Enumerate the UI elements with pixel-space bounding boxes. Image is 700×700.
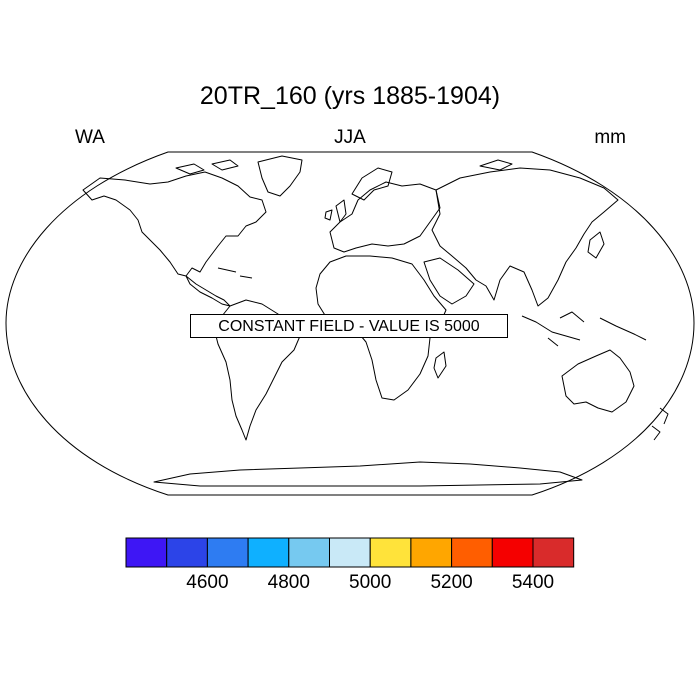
colorbar-box [206,537,249,568]
australia-coastline [561,349,635,413]
colorbar-tick-label: 5400 [511,572,555,593]
scandinavia-coastline [351,167,393,201]
asia-coastline [431,167,619,307]
colorbar-box [288,537,330,568]
colorbar-box [369,537,412,568]
colorbar-box [125,537,168,568]
subtitle-center: JJA [334,127,366,148]
colorbar-box [451,537,493,568]
colorbar-tick-label: 5200 [430,572,473,593]
colorbar-tick-label: 4800 [267,572,310,593]
subtitle-right: mm [594,127,626,148]
caribbean-coastline [217,267,253,279]
constant-field-label: CONSTANT FIELD - VALUE IS 5000 [190,314,508,338]
colorbar-tick-label: 5000 [349,572,392,593]
colorbar-tick-label: 4600 [186,572,229,593]
greenland-coastline [257,155,303,197]
colorbar-box [532,537,575,568]
colorbar-box [247,537,290,568]
colorbar-box [491,537,534,568]
map-frame [5,151,695,496]
arctic-islands-coastline [175,159,513,175]
antarctica-coastline [153,461,583,487]
colorbar-box [410,537,453,568]
indonesia-coastline [521,311,647,347]
north-america-coastline [82,171,267,277]
british-isles-coastline [324,199,347,223]
map-title: 20TR_160 (yrs 1885-1904) [199,82,501,110]
madagascar-coastline [433,351,447,379]
colorbar-box [166,537,208,568]
colorbar-box [329,537,371,568]
new-zealand-coastline [651,407,669,441]
subtitle-left: WA [75,127,105,148]
japan-coastline [587,231,605,259]
arabia-coastline [423,257,475,305]
